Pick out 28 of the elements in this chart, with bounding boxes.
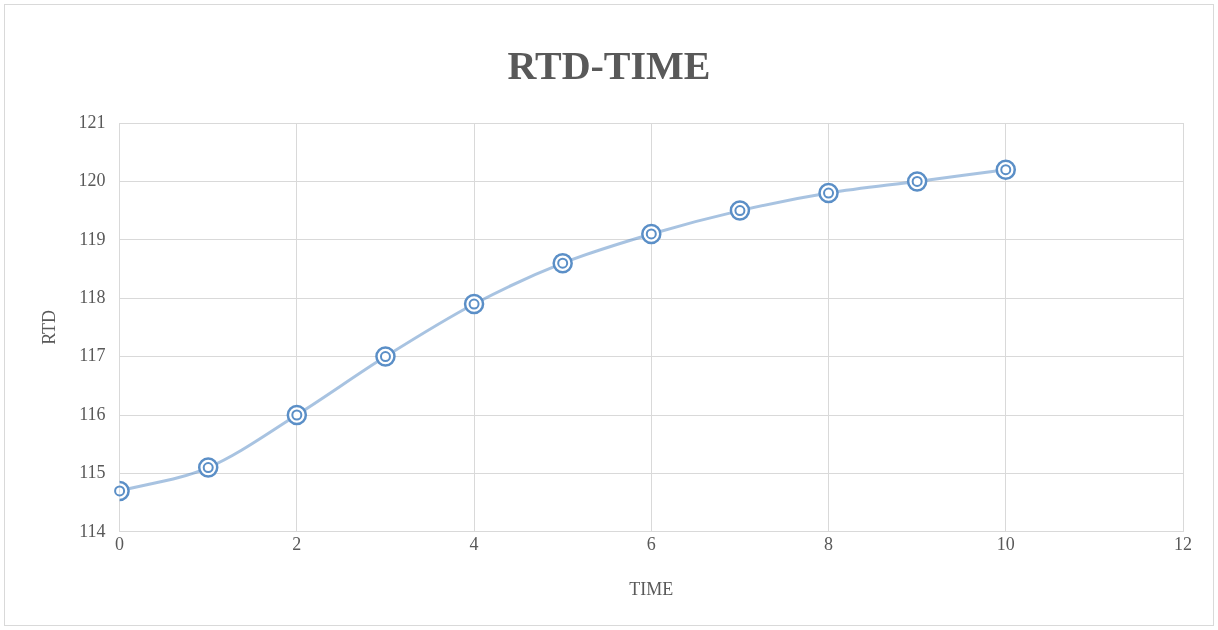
y-axis-title: RTD	[38, 309, 59, 345]
point	[552, 252, 573, 274]
point	[641, 223, 662, 245]
y-tick-label: 116	[79, 403, 106, 424]
point	[463, 293, 485, 315]
y-tick-label: 115	[79, 462, 106, 483]
y-tick-label: 121	[78, 111, 106, 132]
x-tick-label: 6	[646, 534, 656, 555]
y-tick-label: 120	[78, 170, 106, 191]
point	[375, 346, 396, 367]
point	[197, 457, 219, 478]
x-tick-label: 4	[469, 534, 479, 555]
y-tick-label: 114	[79, 520, 106, 541]
point	[818, 182, 839, 204]
x-tick-label: 2	[292, 534, 302, 555]
chart-title: RTD-TIME	[507, 43, 711, 89]
y-tick-label: 118	[79, 286, 106, 307]
point	[995, 159, 1017, 180]
point	[729, 200, 751, 221]
x-tick-label: 12	[1174, 534, 1192, 555]
x-tick-label: 8	[824, 534, 834, 555]
point	[906, 171, 928, 192]
y-tick-label: 119	[79, 228, 106, 249]
point	[286, 404, 308, 426]
y-tick-label: 117	[79, 345, 106, 366]
x-tick-label: 10	[996, 534, 1015, 555]
x-tick-label: 0	[115, 534, 125, 555]
x-axis-title: TIME	[629, 578, 674, 599]
